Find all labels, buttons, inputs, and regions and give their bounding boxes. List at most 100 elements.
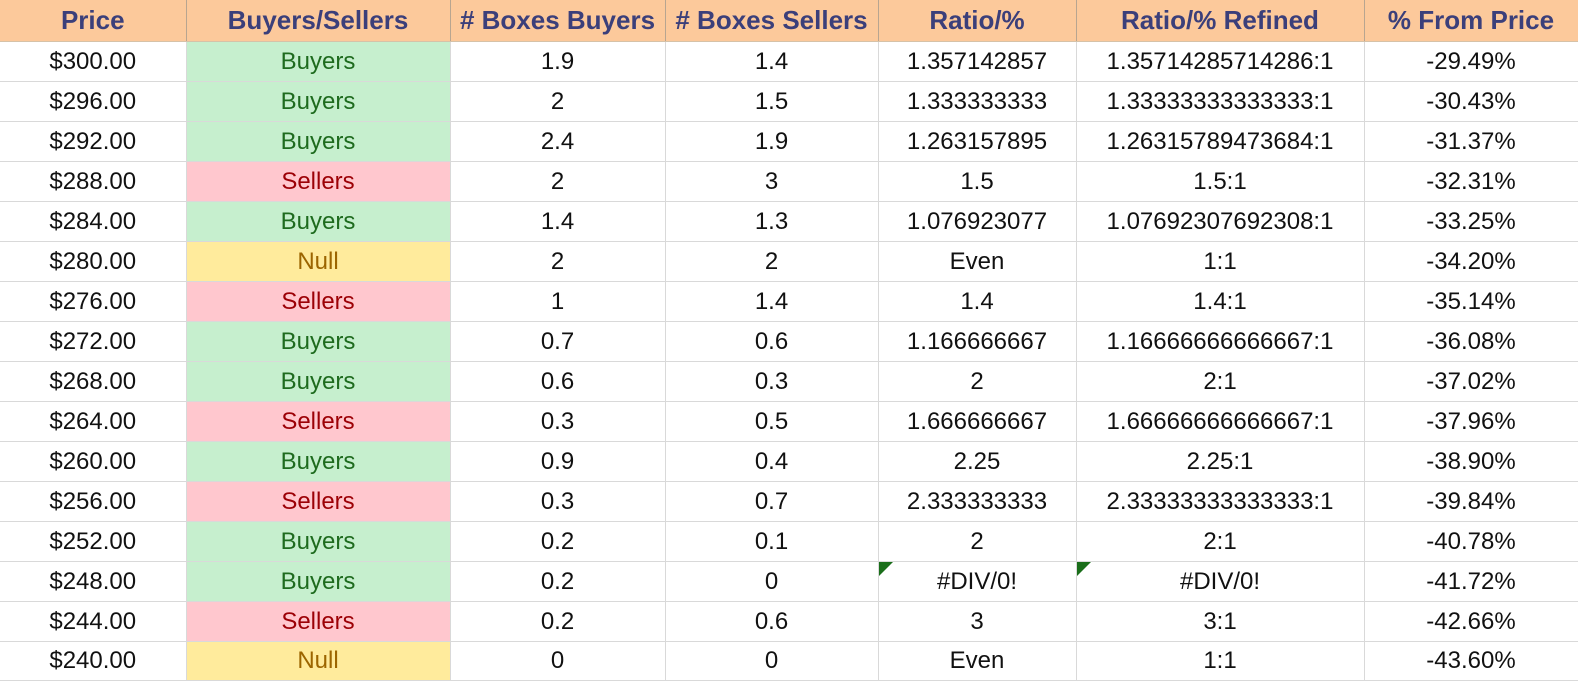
price-cell[interactable]: $288.00 bbox=[0, 161, 187, 202]
boxes-buyers-cell[interactable]: 0.6 bbox=[450, 361, 666, 402]
ratio-cell[interactable]: #DIV/0! bbox=[878, 561, 1077, 602]
status-badge[interactable]: Sellers bbox=[186, 281, 451, 322]
ratio-cell[interactable]: 3 bbox=[878, 601, 1077, 642]
ratio-cell[interactable]: 1.076923077 bbox=[878, 201, 1077, 242]
status-badge[interactable]: Buyers bbox=[186, 121, 451, 162]
ratio-refined-cell[interactable]: 2.25:1 bbox=[1076, 441, 1365, 482]
boxes-sellers-cell[interactable]: 1.4 bbox=[665, 41, 879, 82]
header-from-price[interactable]: % From Price bbox=[1364, 0, 1578, 42]
from-price-cell[interactable]: -37.96% bbox=[1364, 401, 1578, 442]
status-badge[interactable]: Sellers bbox=[186, 601, 451, 642]
ratio-refined-cell[interactable]: 1.33333333333333:1 bbox=[1076, 81, 1365, 122]
boxes-buyers-cell[interactable]: 0.2 bbox=[450, 601, 666, 642]
boxes-buyers-cell[interactable]: 1.4 bbox=[450, 201, 666, 242]
from-price-cell[interactable]: -31.37% bbox=[1364, 121, 1578, 162]
price-cell[interactable]: $272.00 bbox=[0, 321, 187, 362]
header-boxes-sellers[interactable]: # Boxes Sellers bbox=[665, 0, 879, 42]
boxes-buyers-cell[interactable]: 2 bbox=[450, 241, 666, 282]
price-cell[interactable]: $248.00 bbox=[0, 561, 187, 602]
boxes-sellers-cell[interactable]: 0.1 bbox=[665, 521, 879, 562]
boxes-sellers-cell[interactable]: 0.5 bbox=[665, 401, 879, 442]
status-badge[interactable]: Sellers bbox=[186, 161, 451, 202]
price-cell[interactable]: $252.00 bbox=[0, 521, 187, 562]
status-badge[interactable]: Buyers bbox=[186, 41, 451, 82]
price-cell[interactable]: $244.00 bbox=[0, 601, 187, 642]
ratio-refined-cell[interactable]: 1.35714285714286:1 bbox=[1076, 41, 1365, 82]
ratio-refined-cell[interactable]: 1:1 bbox=[1076, 241, 1365, 282]
header-ratio-refined[interactable]: Ratio/% Refined bbox=[1076, 0, 1365, 42]
ratio-refined-cell[interactable]: 1.26315789473684:1 bbox=[1076, 121, 1365, 162]
ratio-refined-cell[interactable]: 1.66666666666667:1 bbox=[1076, 401, 1365, 442]
from-price-cell[interactable]: -32.31% bbox=[1364, 161, 1578, 202]
price-cell[interactable]: $284.00 bbox=[0, 201, 187, 242]
from-price-cell[interactable]: -37.02% bbox=[1364, 361, 1578, 402]
price-cell[interactable]: $256.00 bbox=[0, 481, 187, 522]
ratio-cell[interactable]: 1.333333333 bbox=[878, 81, 1077, 122]
ratio-refined-cell[interactable]: 1.5:1 bbox=[1076, 161, 1365, 202]
ratio-refined-cell[interactable]: 2.33333333333333:1 bbox=[1076, 481, 1365, 522]
ratio-refined-cell[interactable]: 1.4:1 bbox=[1076, 281, 1365, 322]
ratio-cell[interactable]: 1.263157895 bbox=[878, 121, 1077, 162]
ratio-cell[interactable]: 1.5 bbox=[878, 161, 1077, 202]
from-price-cell[interactable]: -40.78% bbox=[1364, 521, 1578, 562]
boxes-sellers-cell[interactable]: 0.4 bbox=[665, 441, 879, 482]
header-price[interactable]: Price bbox=[0, 0, 187, 42]
from-price-cell[interactable]: -42.66% bbox=[1364, 601, 1578, 642]
price-cell[interactable]: $296.00 bbox=[0, 81, 187, 122]
ratio-refined-cell[interactable]: 1:1 bbox=[1076, 641, 1365, 681]
from-price-cell[interactable]: -33.25% bbox=[1364, 201, 1578, 242]
ratio-cell[interactable]: 2 bbox=[878, 361, 1077, 402]
boxes-sellers-cell[interactable]: 1.5 bbox=[665, 81, 879, 122]
boxes-buyers-cell[interactable]: 1 bbox=[450, 281, 666, 322]
ratio-cell[interactable]: 2.333333333 bbox=[878, 481, 1077, 522]
boxes-sellers-cell[interactable]: 0.7 bbox=[665, 481, 879, 522]
boxes-buyers-cell[interactable]: 0.2 bbox=[450, 521, 666, 562]
from-price-cell[interactable]: -29.49% bbox=[1364, 41, 1578, 82]
boxes-buyers-cell[interactable]: 0.3 bbox=[450, 401, 666, 442]
price-cell[interactable]: $280.00 bbox=[0, 241, 187, 282]
ratio-refined-cell[interactable]: 1.07692307692308:1 bbox=[1076, 201, 1365, 242]
price-cell[interactable]: $276.00 bbox=[0, 281, 187, 322]
ratio-cell[interactable]: 2.25 bbox=[878, 441, 1077, 482]
price-cell[interactable]: $240.00 bbox=[0, 641, 187, 681]
boxes-sellers-cell[interactable]: 0 bbox=[665, 641, 879, 681]
boxes-sellers-cell[interactable]: 3 bbox=[665, 161, 879, 202]
boxes-sellers-cell[interactable]: 1.4 bbox=[665, 281, 879, 322]
boxes-sellers-cell[interactable]: 0 bbox=[665, 561, 879, 602]
ratio-cell[interactable]: Even bbox=[878, 241, 1077, 282]
status-badge[interactable]: Buyers bbox=[186, 521, 451, 562]
from-price-cell[interactable]: -41.72% bbox=[1364, 561, 1578, 602]
ratio-cell[interactable]: 1.666666667 bbox=[878, 401, 1077, 442]
ratio-refined-cell[interactable]: 3:1 bbox=[1076, 601, 1365, 642]
boxes-sellers-cell[interactable]: 1.3 bbox=[665, 201, 879, 242]
from-price-cell[interactable]: -38.90% bbox=[1364, 441, 1578, 482]
boxes-sellers-cell[interactable]: 0.6 bbox=[665, 321, 879, 362]
status-badge[interactable]: Buyers bbox=[186, 201, 451, 242]
price-cell[interactable]: $292.00 bbox=[0, 121, 187, 162]
boxes-sellers-cell[interactable]: 0.6 bbox=[665, 601, 879, 642]
from-price-cell[interactable]: -30.43% bbox=[1364, 81, 1578, 122]
status-badge[interactable]: Buyers bbox=[186, 441, 451, 482]
boxes-buyers-cell[interactable]: 1.9 bbox=[450, 41, 666, 82]
ratio-cell[interactable]: 2 bbox=[878, 521, 1077, 562]
price-cell[interactable]: $268.00 bbox=[0, 361, 187, 402]
boxes-buyers-cell[interactable]: 0.2 bbox=[450, 561, 666, 602]
ratio-refined-cell[interactable]: 2:1 bbox=[1076, 521, 1365, 562]
boxes-buyers-cell[interactable]: 0 bbox=[450, 641, 666, 681]
price-cell[interactable]: $300.00 bbox=[0, 41, 187, 82]
ratio-refined-cell[interactable]: 1.16666666666667:1 bbox=[1076, 321, 1365, 362]
boxes-buyers-cell[interactable]: 0.7 bbox=[450, 321, 666, 362]
status-badge[interactable]: Buyers bbox=[186, 81, 451, 122]
header-ratio[interactable]: Ratio/% bbox=[878, 0, 1077, 42]
status-badge[interactable]: Sellers bbox=[186, 481, 451, 522]
status-badge[interactable]: Buyers bbox=[186, 361, 451, 402]
boxes-buyers-cell[interactable]: 0.9 bbox=[450, 441, 666, 482]
boxes-sellers-cell[interactable]: 1.9 bbox=[665, 121, 879, 162]
status-badge[interactable]: Sellers bbox=[186, 401, 451, 442]
header-buyers-sellers[interactable]: Buyers/Sellers bbox=[186, 0, 451, 42]
status-badge[interactable]: Buyers bbox=[186, 561, 451, 602]
status-badge[interactable]: Null bbox=[186, 641, 451, 681]
boxes-sellers-cell[interactable]: 2 bbox=[665, 241, 879, 282]
ratio-cell[interactable]: 1.4 bbox=[878, 281, 1077, 322]
from-price-cell[interactable]: -36.08% bbox=[1364, 321, 1578, 362]
